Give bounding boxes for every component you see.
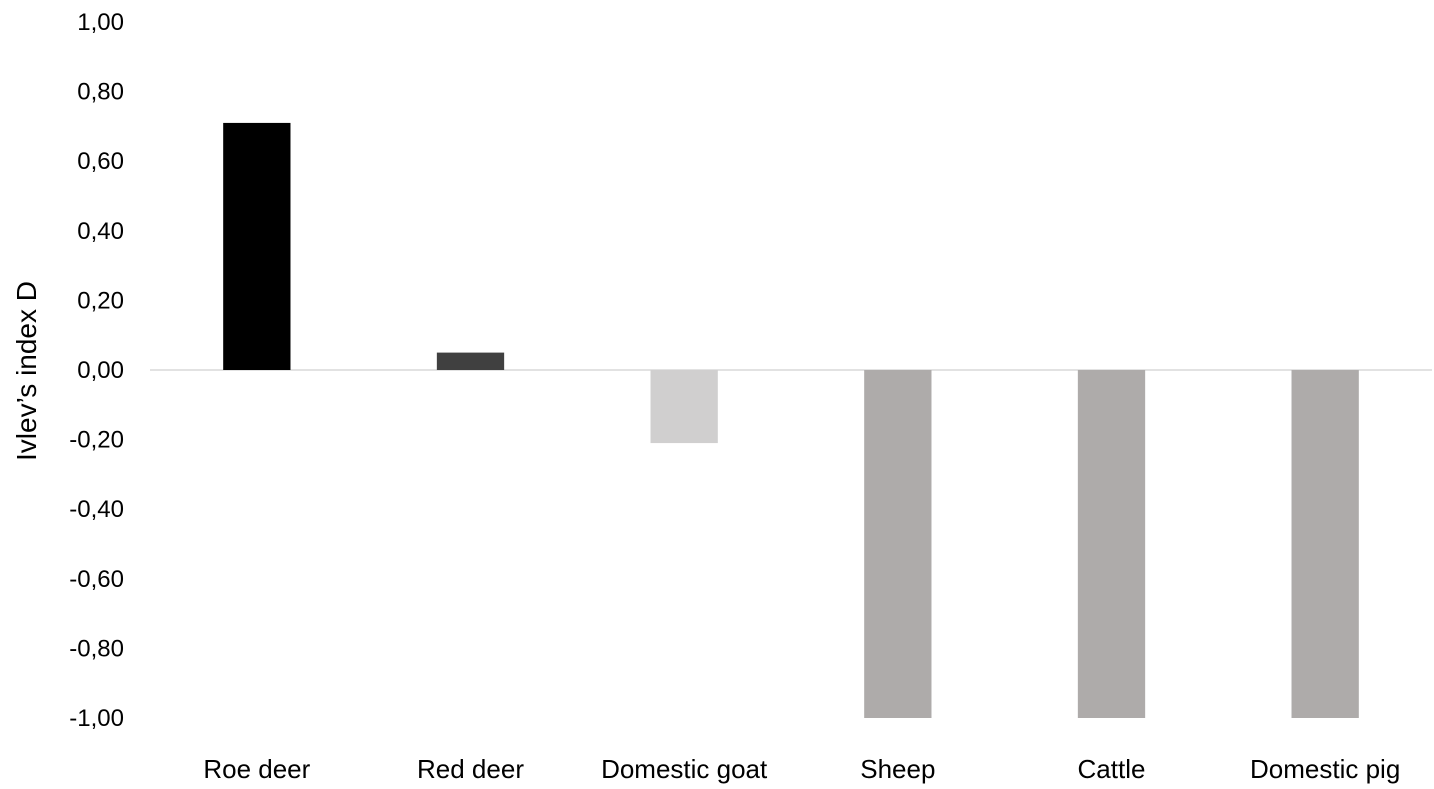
x-category-label: Domestic goat: [601, 754, 768, 784]
bar-domestic-goat: [650, 370, 718, 444]
y-tick-label: -0,60: [69, 566, 124, 593]
y-tick-label: 1,00: [77, 9, 124, 36]
bar-cattle: [1077, 370, 1146, 718]
y-tick-label: 0,60: [77, 148, 124, 175]
y-tick-label: -0,80: [69, 635, 124, 662]
y-axis-ticks: 1,00 0,80 0,60 0,40 0,20 0,00 -0,20 -0,40 -0,60 -…: [69, 9, 124, 732]
x-category-label: Sheep: [860, 754, 935, 784]
y-tick-label: -0,20: [69, 427, 124, 454]
x-category-label: Roe deer: [203, 754, 310, 784]
y-tick-label: -1,00: [69, 705, 124, 732]
x-category-label: Domestic pig: [1250, 754, 1400, 784]
bar-domestic-pig: [1291, 370, 1359, 718]
y-tick-label: 0,80: [77, 79, 124, 106]
x-category-label: Cattle: [1078, 754, 1146, 784]
bar-sheep: [864, 370, 932, 718]
y-tick-label: 0,00: [77, 357, 124, 384]
y-tick-label: 0,40: [77, 218, 124, 245]
bar-roe-deer: [223, 122, 291, 370]
x-category-label: Red deer: [417, 754, 524, 784]
x-axis-categories: Roe deer Red deer Domestic goat Sheep Cattle…: [203, 754, 1400, 784]
y-axis-title: Ivlev’s index D: [11, 281, 42, 461]
y-tick-label: -0,40: [69, 496, 124, 523]
bar-red-deer: [436, 352, 505, 370]
y-tick-label: 0,20: [77, 287, 124, 314]
bars: [223, 122, 1359, 718]
